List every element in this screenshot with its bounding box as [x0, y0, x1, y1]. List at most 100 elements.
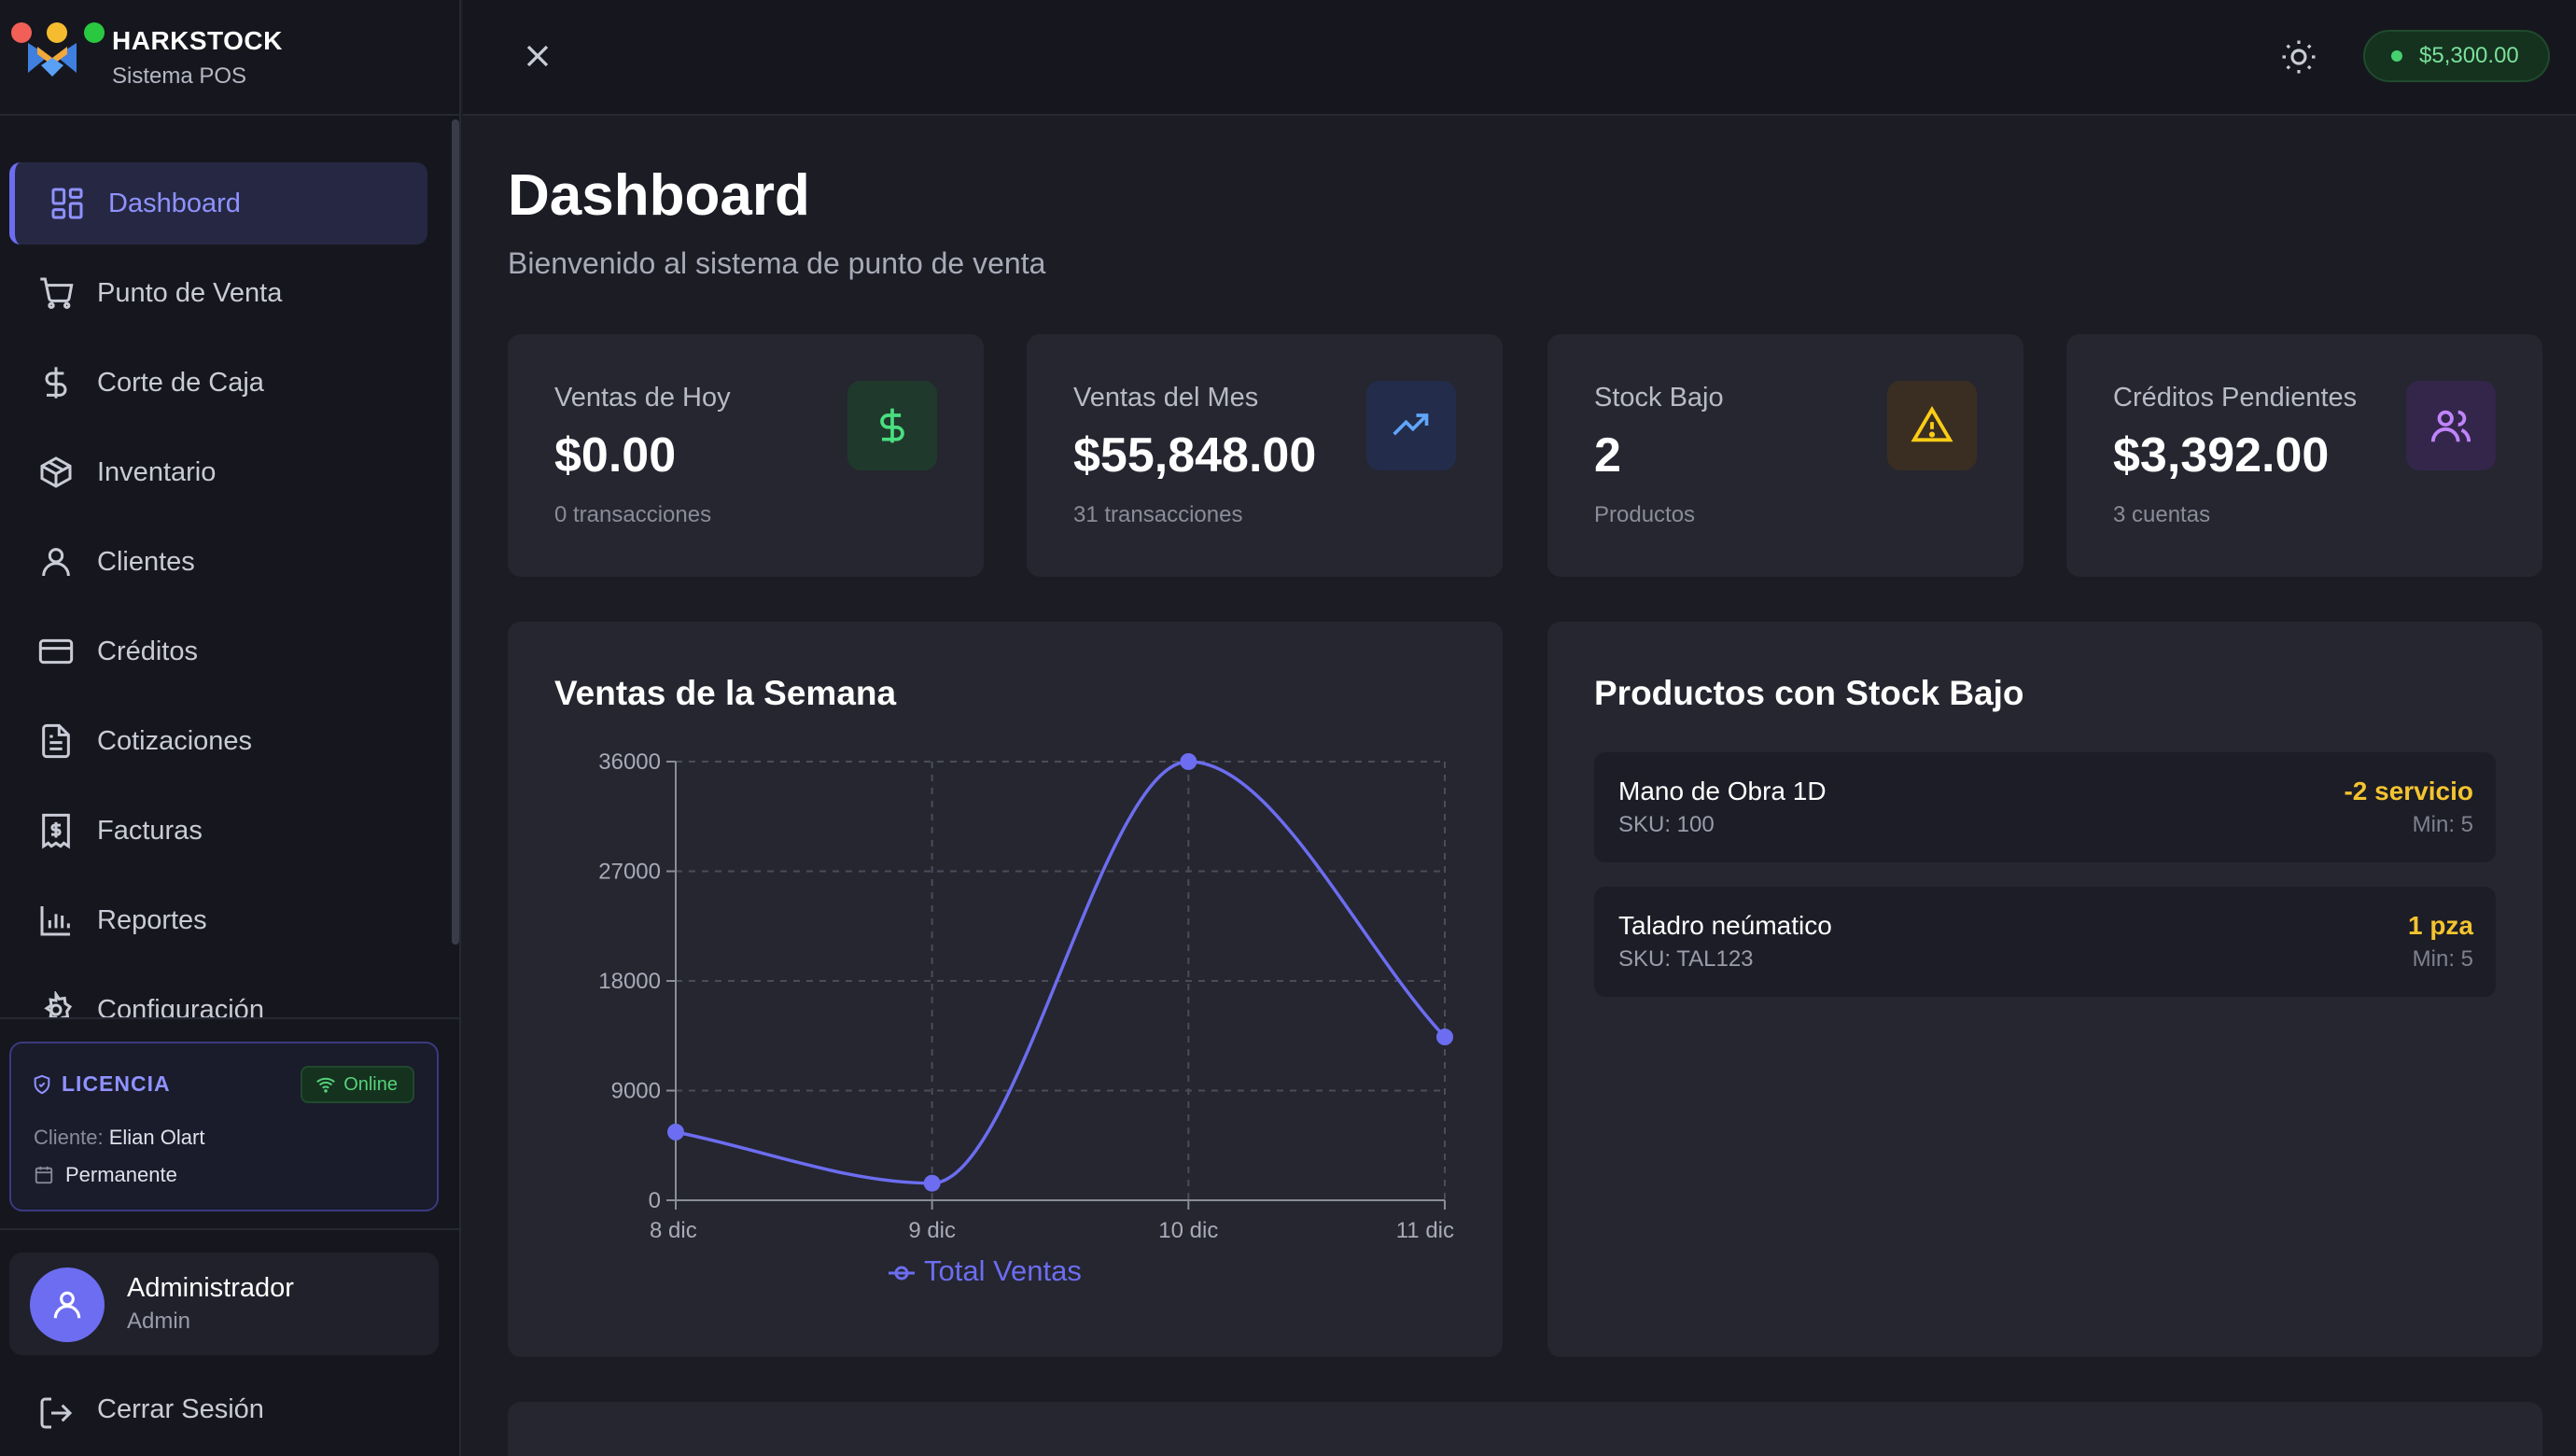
brand-subtitle: Sistema POS	[112, 63, 247, 89]
logout-icon	[40, 1397, 73, 1429]
divider	[0, 1228, 461, 1230]
sidebar-item-cotizaciones[interactable]: Cotizaciones	[9, 700, 427, 782]
package-icon	[40, 456, 72, 488]
users-icon	[2430, 410, 2471, 442]
logout-label: Cerrar Sesión	[97, 1394, 264, 1424]
bottom-panel	[508, 1402, 2542, 1456]
close-icon[interactable]	[519, 37, 556, 75]
sidebar-item-label: Reportes	[97, 904, 207, 935]
sidebar-nav: Dashboard Punto de Venta Corte de Caja I…	[0, 118, 461, 1017]
shield-icon	[34, 1074, 50, 1094]
stat-value: $55,848.00	[1073, 428, 1317, 483]
stat-subtitle: 31 transacciones	[1073, 502, 1243, 527]
page-subtitle: Bienvenido al sistema de punto de venta	[508, 246, 1046, 280]
product-sku: SKU: 100	[1618, 812, 1715, 837]
license-client-name: Elian Olart	[108, 1126, 205, 1149]
window-maximize-button[interactable]	[84, 22, 105, 43]
license-panel: LICENCIA Online Cliente: Elian Olart Per…	[9, 1042, 439, 1211]
sidebar-item-label: Punto de Venta	[97, 277, 283, 308]
stat-title: Ventas del Mes	[1073, 383, 1259, 413]
weekly-sales-chart: 0 9000 18000 27000 36000 8 dic 9 dic 10 dic 11 d…	[598, 749, 1454, 1287]
product-sku: SKU: TAL123	[1618, 946, 1754, 972]
user-name: Administrador	[127, 1273, 294, 1303]
sidebar-item-label: Cotizaciones	[97, 725, 253, 756]
brand-title: HARKSTOCK	[112, 26, 283, 55]
sidebar-item-creditos[interactable]: Créditos	[9, 610, 427, 693]
product-name: Mano de Obra 1D	[1618, 777, 1827, 805]
data-point	[923, 1174, 941, 1192]
sidebar-item-label: Facturas	[97, 815, 203, 846]
sidebar-item-corte-de-caja[interactable]: Corte de Caja	[9, 342, 427, 424]
page-title: Dashboard	[508, 163, 810, 228]
sidebar-item-label: Créditos	[97, 636, 198, 666]
sidebar-scrollbar[interactable]	[452, 119, 459, 945]
stat-subtitle: 0 transacciones	[554, 502, 712, 527]
stat-card-creditos: Créditos Pendientes $3,392.00 3 cuentas	[2066, 334, 2542, 577]
sidebar-item-configuracion[interactable]: Configuración	[9, 969, 427, 1017]
product-name: Taladro neúmatico	[1618, 911, 1832, 940]
window-close-button[interactable]	[11, 22, 32, 43]
trending-up-icon	[1393, 413, 1429, 436]
harkstock-logo-icon	[28, 43, 77, 77]
sidebar-item-label: Configuración	[97, 994, 264, 1018]
logout-button[interactable]: Cerrar Sesión	[9, 1372, 427, 1454]
stat-icon-box	[2406, 381, 2496, 470]
stat-card-stock-bajo: Stock Bajo 2 Productos	[1547, 334, 2023, 577]
sidebar-item-label: Corte de Caja	[97, 367, 264, 398]
main-content: Dashboard Bienvenido al sistema de punto…	[463, 118, 2576, 1456]
sidebar-item-clientes[interactable]: Clientes	[9, 521, 427, 603]
status-dot	[2391, 50, 2402, 62]
user-card[interactable]: Administrador Admin	[9, 1253, 439, 1355]
sidebar-item-punto-de-venta[interactable]: Punto de Venta	[9, 252, 427, 334]
dashboard-grid-icon	[51, 188, 83, 219]
legend-marker	[894, 1266, 909, 1281]
brand-header: HARKSTOCK Sistema POS	[0, 0, 461, 116]
low-stock-title: Productos con Stock Bajo	[1594, 674, 2024, 712]
sidebar-item-dashboard[interactable]: Dashboard	[9, 162, 427, 245]
sidebar-item-label: Inventario	[97, 456, 217, 487]
product-min: Min: 5	[2412, 812, 2473, 837]
weekly-sales-panel: Ventas de la Semana 0 9000 18000 27000 36000…	[508, 622, 1503, 1357]
x-tick-label: 9 dic	[908, 1218, 956, 1243]
stat-title: Créditos Pendientes	[2113, 383, 2358, 413]
stat-title: Ventas de Hoy	[554, 383, 731, 413]
divider	[0, 1017, 461, 1019]
low-stock-item[interactable]: Mano de Obra 1D SKU: 100 -2 servicio Min…	[1594, 752, 2496, 862]
stat-card-ventas-hoy: Ventas de Hoy $0.00 0 transacciones	[508, 334, 984, 577]
chart-title: Ventas de la Semana	[554, 674, 897, 712]
low-stock-item[interactable]: Taladro neúmatico SKU: TAL123 1 pza Min:…	[1594, 887, 2496, 997]
y-tick-label: 9000	[611, 1079, 661, 1104]
sun-icon[interactable]	[2279, 37, 2318, 77]
data-point	[667, 1123, 684, 1141]
y-tick-label: 18000	[598, 969, 661, 994]
stat-subtitle: Productos	[1594, 502, 1696, 527]
user-icon	[53, 1291, 81, 1319]
sidebar-item-facturas[interactable]: Facturas	[9, 790, 427, 872]
stat-icon-box	[1887, 381, 1977, 470]
stat-value: $0.00	[554, 428, 677, 483]
legend-label: Total Ventas	[924, 1254, 1082, 1287]
topbar: $5,300.00	[463, 0, 2576, 116]
calendar-icon	[35, 1166, 53, 1184]
online-status-badge: Online	[301, 1066, 414, 1103]
product-quantity: -2 servicio	[2344, 777, 2473, 805]
cash-balance-badge[interactable]: $5,300.00	[2363, 30, 2550, 82]
user-role: Admin	[127, 1309, 191, 1334]
product-min: Min: 5	[2412, 946, 2473, 972]
dollar-icon	[45, 367, 67, 399]
sidebar-item-inventario[interactable]: Inventario	[9, 431, 427, 513]
license-client: Cliente: Elian Olart	[34, 1126, 205, 1149]
license-title: LICENCIA	[32, 1071, 171, 1097]
sidebar-item-reportes[interactable]: Reportes	[9, 879, 427, 961]
sidebar-item-label: Clientes	[97, 546, 195, 577]
y-tick-label: 27000	[598, 860, 661, 885]
x-tick-label: 10 dic	[1158, 1218, 1218, 1243]
stat-icon-box	[1366, 381, 1456, 470]
credit-card-icon	[38, 638, 74, 665]
user-icon	[42, 548, 70, 577]
window-minimize-button[interactable]	[47, 22, 67, 43]
dollar-icon	[880, 408, 904, 443]
y-tick-label: 36000	[598, 749, 661, 775]
gear-icon	[44, 991, 73, 1017]
